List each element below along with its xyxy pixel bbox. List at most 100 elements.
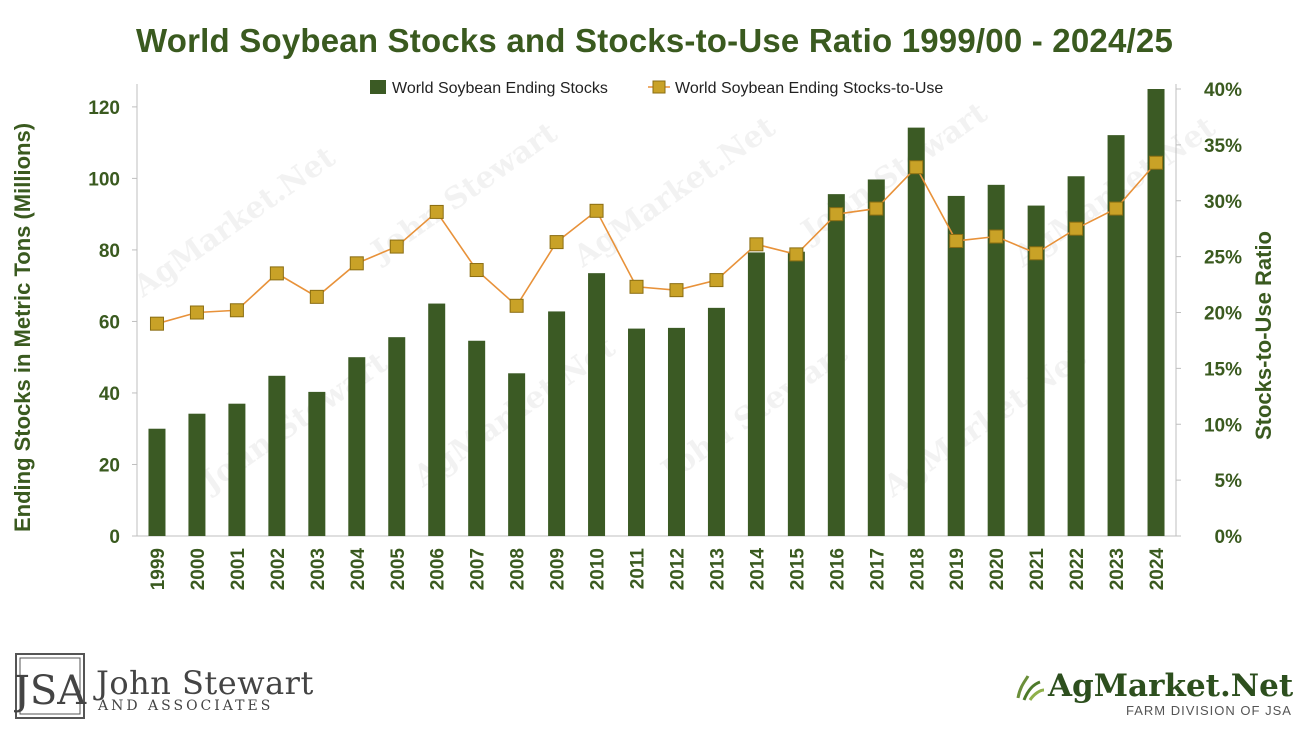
x-tick-label: 2015 bbox=[787, 548, 808, 591]
y2-tick-label: 30% bbox=[1204, 192, 1242, 213]
line-marker bbox=[789, 247, 804, 262]
x-tick-label: 2010 bbox=[588, 548, 609, 590]
line-marker bbox=[989, 229, 1004, 244]
y-tick-label: 20 bbox=[99, 455, 120, 476]
x-tick-label: 2013 bbox=[707, 548, 728, 590]
bar bbox=[747, 252, 765, 536]
x-tick-label: 2008 bbox=[508, 548, 529, 590]
y-tick-label: 80 bbox=[99, 241, 120, 262]
line-marker bbox=[429, 204, 444, 219]
bar bbox=[947, 195, 965, 536]
bar bbox=[907, 127, 925, 537]
x-tick-label: 2024 bbox=[1147, 548, 1168, 591]
y-axis-title: Ending Stocks in Metric Tons (Millions) bbox=[10, 123, 35, 532]
bar bbox=[827, 194, 845, 536]
chart-title: World Soybean Stocks and Stocks-to-Use R… bbox=[136, 22, 1173, 59]
bar bbox=[388, 337, 406, 536]
x-tick-label: 2018 bbox=[907, 548, 928, 590]
line-marker bbox=[229, 303, 244, 318]
y-tick-label: 40 bbox=[99, 384, 120, 405]
y-tick-label: 0 bbox=[109, 527, 120, 548]
line-marker bbox=[189, 305, 204, 320]
bar bbox=[188, 413, 206, 536]
bar bbox=[308, 391, 326, 536]
x-tick-label: 2020 bbox=[987, 548, 1008, 590]
line-marker bbox=[1069, 221, 1084, 236]
agmarket-subtitle: FARM DIVISION OF JSA bbox=[1126, 703, 1292, 718]
x-tick-label: 2017 bbox=[867, 548, 888, 590]
line-marker bbox=[149, 316, 164, 331]
line-marker bbox=[469, 263, 484, 278]
jsa-company-subtitle: AND ASSOCIATES bbox=[98, 698, 274, 714]
line-layer bbox=[149, 155, 1164, 331]
line-marker bbox=[1149, 155, 1164, 170]
line-marker bbox=[1029, 246, 1044, 261]
line-marker bbox=[829, 207, 844, 222]
x-tick-label: 2000 bbox=[188, 548, 209, 590]
y2-tick-label: 0% bbox=[1215, 527, 1243, 548]
line-marker bbox=[589, 203, 604, 218]
line-marker bbox=[269, 266, 284, 281]
x-tick-label: 2009 bbox=[548, 548, 569, 590]
y2-tick-label: 35% bbox=[1204, 136, 1242, 157]
x-tick-label: 1999 bbox=[148, 548, 169, 590]
y2-tick-label: 25% bbox=[1204, 248, 1242, 269]
y2-axis-title: Stocks-to-Use Ratio bbox=[1251, 231, 1276, 440]
y2-tick-label: 10% bbox=[1204, 415, 1242, 436]
x-tick-label: 2014 bbox=[747, 548, 768, 591]
line-marker bbox=[629, 279, 644, 294]
bar bbox=[787, 251, 805, 536]
bar bbox=[588, 273, 606, 536]
x-tick-label: 2007 bbox=[468, 548, 489, 590]
x-tick-label: 2021 bbox=[1027, 548, 1048, 591]
y-tick-label: 60 bbox=[99, 312, 120, 333]
x-tick-label: 2011 bbox=[628, 548, 649, 590]
line-marker bbox=[389, 239, 404, 254]
bar bbox=[1067, 176, 1085, 536]
jsa-monogram-logo: JSA bbox=[14, 653, 87, 719]
bar bbox=[508, 373, 526, 536]
x-tick-label: 2004 bbox=[348, 548, 369, 591]
watermark-text: AgMarket.Net bbox=[127, 140, 342, 305]
y-tick-label: 100 bbox=[88, 169, 120, 190]
y2-tick-label: 20% bbox=[1204, 304, 1242, 325]
chart: AgMarket.Net John Stewart AgMarket.Net John… bbox=[10, 80, 1276, 590]
y2-tick-label: 15% bbox=[1204, 359, 1242, 380]
agmarket-brand-name: AgMarket.Net bbox=[1048, 668, 1294, 704]
x-tick-label: 2016 bbox=[827, 548, 848, 590]
bars-layer bbox=[148, 89, 1165, 537]
line-marker bbox=[909, 160, 924, 175]
bar bbox=[1107, 135, 1125, 536]
bar bbox=[987, 184, 1005, 537]
bar bbox=[548, 311, 566, 536]
jsa-monogram-text: JSA bbox=[14, 668, 87, 714]
x-tick-label: 2001 bbox=[228, 548, 249, 591]
line-marker bbox=[509, 298, 524, 313]
bar bbox=[268, 375, 286, 536]
x-tick-label: 2022 bbox=[1067, 548, 1088, 590]
legend-line-label: World Soybean Ending Stocks-to-Use bbox=[675, 80, 943, 97]
labels-layer: 0 20 40 60 80 100 120 0% 5% 10% 15% 20% 25% 30% 35% 40%… bbox=[10, 80, 1276, 590]
line-marker bbox=[1109, 201, 1124, 216]
x-tick-label: 2002 bbox=[268, 548, 289, 590]
x-tick-label: 2003 bbox=[308, 548, 329, 590]
jsa-company-name: John Stewart bbox=[96, 664, 314, 702]
line-marker bbox=[869, 201, 884, 216]
bar bbox=[348, 357, 366, 536]
wheat-icon bbox=[1016, 675, 1045, 701]
y2-tick-label: 5% bbox=[1215, 471, 1243, 492]
line-marker bbox=[349, 256, 364, 271]
line-marker bbox=[709, 273, 724, 288]
x-tick-label: 2023 bbox=[1107, 548, 1128, 590]
legend-bar-label: World Soybean Ending Stocks bbox=[392, 80, 608, 97]
axes-layer bbox=[132, 84, 1181, 537]
x-tick-label: 2006 bbox=[428, 548, 449, 590]
y-tick-label: 120 bbox=[88, 98, 120, 119]
bar bbox=[667, 327, 685, 536]
line-marker bbox=[669, 283, 684, 298]
legend: World Soybean Ending Stocks World Soybean… bbox=[370, 80, 943, 97]
legend-marker-swatch bbox=[652, 80, 666, 94]
bar bbox=[1027, 205, 1045, 536]
bar bbox=[867, 179, 885, 537]
bar bbox=[1147, 89, 1165, 536]
